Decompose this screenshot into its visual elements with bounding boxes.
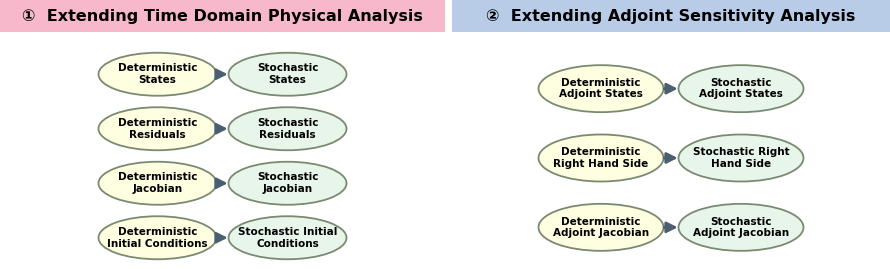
Ellipse shape — [538, 134, 664, 182]
Ellipse shape — [229, 53, 346, 96]
Text: Stochastic Right
Hand Side: Stochastic Right Hand Side — [692, 147, 789, 169]
Ellipse shape — [99, 107, 216, 150]
Ellipse shape — [678, 204, 804, 251]
Text: ②  Extending Adjoint Sensitivity Analysis: ② Extending Adjoint Sensitivity Analysis — [486, 9, 855, 23]
Ellipse shape — [99, 216, 216, 259]
Text: Stochastic
Adjoint States: Stochastic Adjoint States — [699, 78, 783, 100]
Ellipse shape — [538, 65, 664, 112]
Text: Stochastic
States: Stochastic States — [256, 63, 319, 85]
Text: Deterministic
Residuals: Deterministic Residuals — [117, 118, 198, 140]
Text: Deterministic
Adjoint States: Deterministic Adjoint States — [559, 78, 643, 100]
Text: Deterministic
States: Deterministic States — [117, 63, 198, 85]
Ellipse shape — [678, 65, 804, 112]
Text: Stochastic
Residuals: Stochastic Residuals — [256, 118, 319, 140]
Text: Deterministic
Jacobian: Deterministic Jacobian — [117, 172, 198, 194]
Text: Stochastic
Adjoint Jacobian: Stochastic Adjoint Jacobian — [693, 217, 789, 238]
FancyBboxPatch shape — [452, 0, 890, 32]
Ellipse shape — [229, 107, 346, 150]
Text: Deterministic
Initial Conditions: Deterministic Initial Conditions — [107, 227, 207, 249]
Text: Deterministic
Right Hand Side: Deterministic Right Hand Side — [554, 147, 649, 169]
Ellipse shape — [99, 162, 216, 205]
Text: Deterministic
Adjoint Jacobian: Deterministic Adjoint Jacobian — [553, 217, 649, 238]
Ellipse shape — [538, 204, 664, 251]
Ellipse shape — [99, 53, 216, 96]
Ellipse shape — [678, 134, 804, 182]
Ellipse shape — [229, 216, 346, 259]
Ellipse shape — [229, 162, 346, 205]
Text: Stochastic
Jacobian: Stochastic Jacobian — [256, 172, 319, 194]
FancyBboxPatch shape — [0, 0, 445, 32]
Text: ①  Extending Time Domain Physical Analysis: ① Extending Time Domain Physical Analysi… — [22, 9, 423, 23]
Text: Stochastic Initial
Conditions: Stochastic Initial Conditions — [238, 227, 337, 249]
